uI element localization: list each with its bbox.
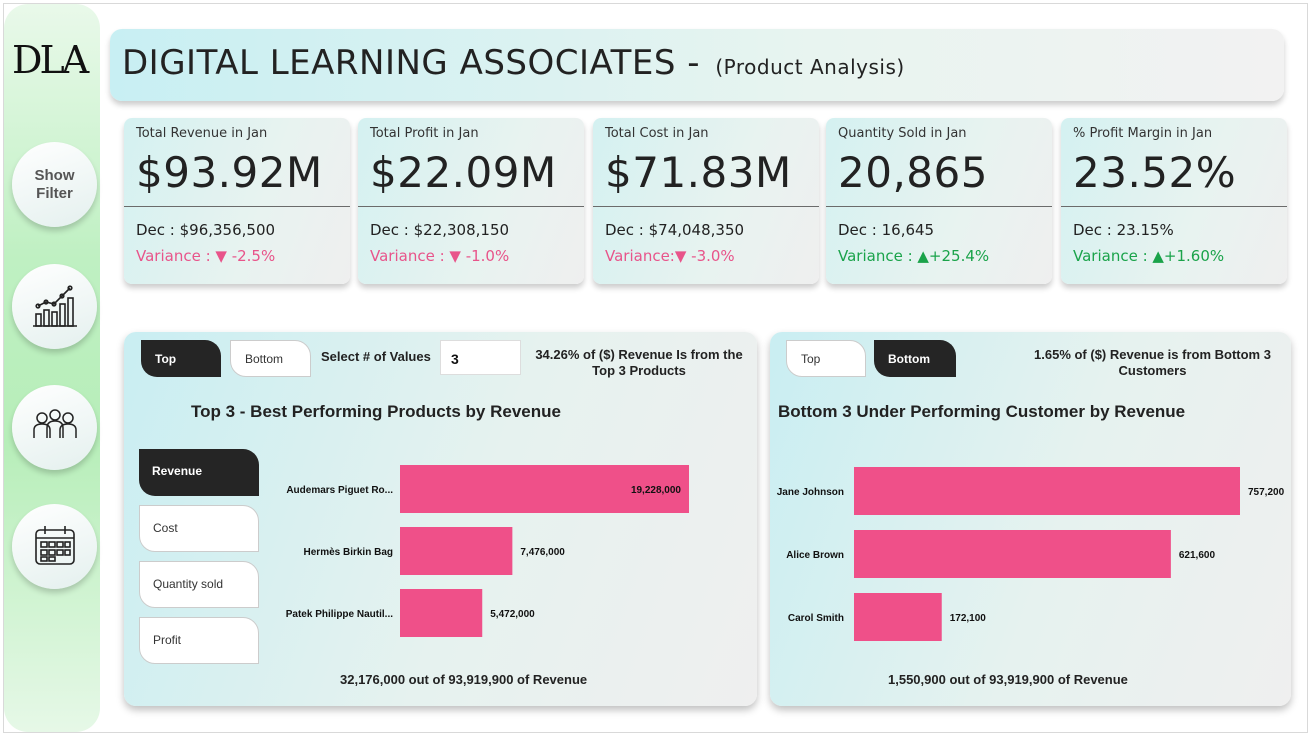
- select-values-label: Select # of Values: [321, 349, 431, 364]
- share-note: 1.65% of ($) Revenue is from Bottom 3 Cu…: [1034, 347, 1271, 378]
- customers-nav-button[interactable]: [12, 385, 97, 470]
- top-toggle-button[interactable]: Top: [786, 340, 866, 377]
- data-label: 757,200: [1248, 487, 1285, 498]
- category-label: Hermès Birkin Bag: [304, 547, 393, 558]
- analytics-nav-button[interactable]: [12, 264, 97, 349]
- bottom-customers-panel: Top Bottom 1.65% of ($) Revenue is from …: [770, 332, 1291, 706]
- sidebar: DLA Show Filter: [4, 4, 100, 732]
- kpi-title: Total Revenue in Jan: [136, 126, 268, 141]
- kpi-previous: Dec : $74,048,350: [605, 221, 745, 239]
- title-subtitle: (Product Analysis): [715, 55, 905, 79]
- customers-group-icon: [30, 406, 80, 450]
- category-label: Patek Philippe Nautil...: [286, 609, 393, 620]
- data-label: 621,600: [1179, 550, 1216, 561]
- kpi-card-revenue: Total Revenue in Jan $93.92M Dec : $96,3…: [124, 118, 350, 284]
- kpi-card-profit-margin: % Profit Margin in Jan 23.52% Dec : 23.1…: [1061, 118, 1287, 284]
- page-header: DIGITAL LEARNING ASSOCIATES - (Product A…: [110, 29, 1284, 101]
- calendar-icon: [32, 522, 78, 572]
- bar[interactable]: [854, 593, 942, 641]
- top-products-panel: Top Bottom Select # of Values 3 34.26% o…: [124, 332, 757, 706]
- bar[interactable]: [400, 527, 513, 575]
- kpi-divider: [826, 206, 1052, 207]
- select-values-input[interactable]: 3: [440, 340, 521, 375]
- show-filter-label: Show Filter: [34, 166, 75, 202]
- calendar-nav-button[interactable]: [12, 504, 97, 589]
- kpi-title: % Profit Margin in Jan: [1073, 126, 1213, 141]
- kpi-title: Total Profit in Jan: [370, 126, 479, 141]
- bottom-customers-bar-chart: Jane Johnson 757,200 Alice Brown 621,600 Car…: [777, 467, 1285, 641]
- category-label: Alice Brown: [786, 550, 844, 561]
- top-toggle-button[interactable]: Top: [141, 340, 221, 377]
- category-label: Jane Johnson: [777, 487, 844, 498]
- share-note: 34.26% of ($) Revenue Is from the Top 3 …: [535, 347, 743, 378]
- kpi-value: 20,865: [838, 148, 988, 197]
- dashboard-frame: [3, 3, 1308, 733]
- kpi-card-quantity: Quantity Sold in Jan 20,865 Dec : 16,645…: [826, 118, 1052, 284]
- metric-cost-button[interactable]: Cost: [139, 505, 259, 552]
- page-title: DIGITAL LEARNING ASSOCIATES - (Product A…: [122, 43, 905, 83]
- bar[interactable]: [400, 465, 689, 513]
- kpi-variance: Variance : ▲+25.4%: [838, 247, 990, 265]
- metric-profit-button[interactable]: Profit: [139, 617, 259, 664]
- kpi-title: Total Cost in Jan: [605, 126, 709, 141]
- chart-title: Bottom 3 Under Performing Customer by Re…: [778, 402, 1186, 421]
- chart-footer: 1,550,900 out of 93,919,900 of Revenue: [888, 672, 1128, 687]
- kpi-title: Quantity Sold in Jan: [838, 126, 967, 141]
- kpi-value: $93.92M: [136, 148, 323, 197]
- data-label: 7,476,000: [520, 547, 565, 558]
- data-label: 172,100: [950, 613, 987, 624]
- kpi-card-cost: Total Cost in Jan $71.83M Dec : $74,048,…: [593, 118, 819, 284]
- bottom-toggle-button[interactable]: Bottom: [230, 340, 311, 377]
- data-label: 5,472,000: [490, 609, 535, 620]
- show-filter-button[interactable]: Show Filter: [12, 142, 97, 227]
- chart-title: Top 3 - Best Performing Products by Reve…: [191, 402, 561, 421]
- kpi-variance: Variance : ▼ -2.5%: [136, 247, 276, 265]
- bar[interactable]: [854, 467, 1240, 515]
- chart-footer: 32,176,000 out of 93,919,900 of Revenue: [340, 672, 588, 687]
- metric-revenue-button[interactable]: Revenue: [139, 449, 259, 496]
- category-label: Carol Smith: [788, 613, 844, 624]
- title-main: DIGITAL LEARNING ASSOCIATES -: [122, 43, 712, 83]
- kpi-previous: Dec : $22,308,150: [370, 221, 510, 239]
- kpi-divider: [124, 206, 350, 207]
- bottom-toggle-button[interactable]: Bottom: [874, 340, 956, 377]
- kpi-divider: [358, 206, 584, 207]
- kpi-variance: Variance : ▲+1.60%: [1073, 247, 1225, 265]
- kpi-previous: Dec : 16,645: [838, 221, 935, 239]
- logo: DLA: [12, 38, 89, 82]
- kpi-previous: Dec : 23.15%: [1073, 221, 1174, 239]
- kpi-variance: Variance : ▼ -1.0%: [370, 247, 510, 265]
- kpi-divider: [593, 206, 819, 207]
- kpi-value: 23.52%: [1073, 148, 1237, 197]
- bar[interactable]: [400, 589, 483, 637]
- top-products-bar-chart: Audemars Piguet Ro... 19,228,000 Hermès Bi…: [286, 465, 689, 637]
- bar[interactable]: [854, 530, 1171, 578]
- metric-quantity-button[interactable]: Quantity sold: [139, 561, 259, 608]
- kpi-divider: [1061, 206, 1287, 207]
- kpi-previous: Dec : $96,356,500: [136, 221, 276, 239]
- kpi-value: $71.83M: [605, 148, 792, 197]
- category-label: Audemars Piguet Ro...: [286, 485, 393, 496]
- data-label: 19,228,000: [631, 485, 681, 496]
- kpi-card-profit: Total Profit in Jan $22.09M Dec : $22,30…: [358, 118, 584, 284]
- kpi-variance: Variance:▼ -3.0%: [605, 247, 735, 265]
- analytics-chart-icon: [30, 280, 80, 334]
- kpi-value: $22.09M: [370, 148, 557, 197]
